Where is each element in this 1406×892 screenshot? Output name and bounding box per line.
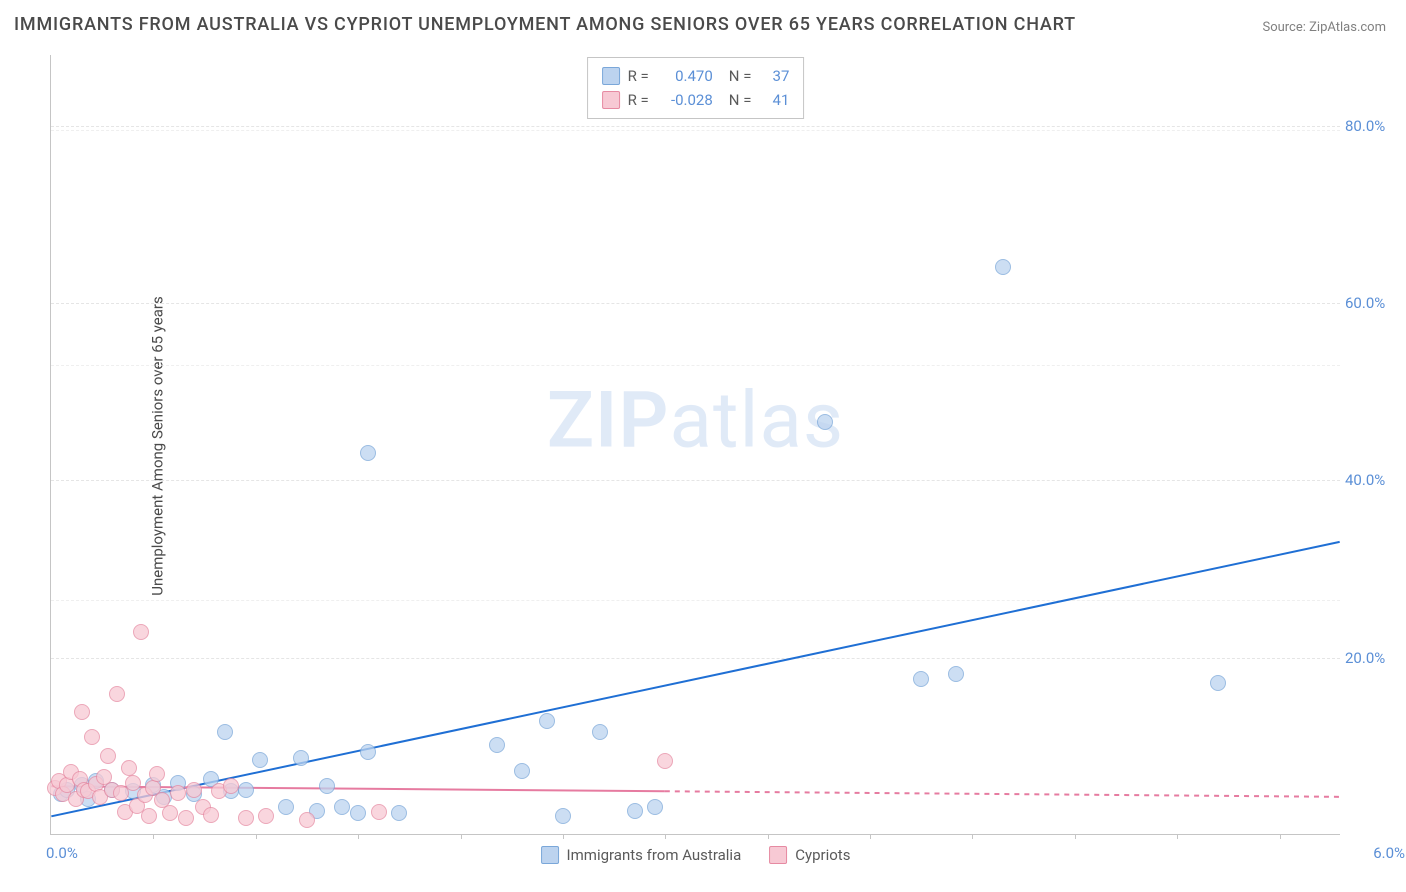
scatter-point-series-0 [391, 805, 407, 821]
trendline-solid-0 [51, 542, 1339, 816]
legend-item-1: Cypriots [769, 846, 850, 864]
gridline-h-minor [51, 365, 1340, 366]
legend-label-0: Immigrants from Australia [567, 846, 742, 864]
scatter-point-series-1 [141, 808, 157, 824]
scatter-point-series-0 [647, 799, 663, 815]
chart-title: IMMIGRANTS FROM AUSTRALIA VS CYPRIOT UNE… [14, 14, 1076, 35]
scatter-point-series-0 [360, 744, 376, 760]
scatter-point-series-1 [238, 810, 254, 826]
source-attribution: Source: ZipAtlas.com [1262, 20, 1386, 35]
scatter-point-series-0 [360, 445, 376, 461]
gridline-h [51, 126, 1340, 127]
correlation-r-label-1: R = [628, 88, 649, 112]
chart-container: IMMIGRANTS FROM AUSTRALIA VS CYPRIOT UNE… [0, 0, 1406, 892]
scatter-point-series-0 [252, 752, 268, 768]
scatter-point-series-1 [178, 810, 194, 826]
scatter-point-series-1 [223, 778, 239, 794]
scatter-point-series-1 [74, 704, 90, 720]
scatter-point-series-1 [186, 782, 202, 798]
x-tick-mark [358, 834, 359, 839]
correlation-swatch-0 [602, 67, 620, 85]
scatter-point-series-0 [217, 724, 233, 740]
scatter-point-series-1 [371, 804, 387, 820]
x-tick-label-min: 0.0% [46, 844, 78, 862]
scatter-point-series-0 [913, 671, 929, 687]
scatter-point-series-1 [170, 785, 186, 801]
correlation-r-label-0: R = [628, 64, 649, 88]
watermark-bold: ZIP [547, 376, 670, 467]
scatter-point-series-1 [125, 775, 141, 791]
gridline-h-minor [51, 600, 1340, 601]
scatter-point-series-0 [592, 724, 608, 740]
x-tick-mark [870, 834, 871, 839]
scatter-point-series-0 [555, 808, 571, 824]
scatter-point-series-1 [100, 748, 116, 764]
scatter-point-series-0 [1210, 675, 1226, 691]
scatter-point-series-1 [299, 812, 315, 828]
x-tick-mark [665, 834, 666, 839]
series-legend: Immigrants from Australia Cypriots [541, 846, 851, 864]
trendlines-svg [51, 55, 1340, 834]
scatter-point-series-0 [319, 778, 335, 794]
legend-swatch-0 [541, 846, 559, 864]
x-tick-mark [153, 834, 154, 839]
y-tick-label: 80.0% [1345, 117, 1400, 135]
scatter-point-series-1 [133, 624, 149, 640]
correlation-row-0: R = 0.470 N = 37 [602, 64, 790, 88]
scatter-point-series-0 [514, 763, 530, 779]
x-tick-label-max: 6.0% [1373, 844, 1405, 862]
legend-item-0: Immigrants from Australia [541, 846, 742, 864]
x-tick-mark [256, 834, 257, 839]
scatter-point-series-0 [627, 803, 643, 819]
legend-swatch-1 [769, 846, 787, 864]
correlation-n-label-0: N = [729, 64, 752, 88]
scatter-point-series-0 [995, 259, 1011, 275]
plot-area: ZIPatlas R = 0.470 N = 37 R = -0.028 N =… [50, 55, 1340, 835]
correlation-n-value-0: 37 [759, 64, 789, 88]
scatter-point-series-1 [121, 760, 137, 776]
scatter-point-series-0 [489, 737, 505, 753]
x-tick-mark [563, 834, 564, 839]
correlation-r-value-0: 0.470 [657, 64, 713, 88]
scatter-point-series-0 [278, 799, 294, 815]
scatter-point-series-1 [109, 686, 125, 702]
x-tick-mark [1280, 834, 1281, 839]
scatter-point-series-1 [657, 753, 673, 769]
scatter-point-series-1 [162, 805, 178, 821]
correlation-r-value-1: -0.028 [657, 88, 713, 112]
x-tick-mark [1075, 834, 1076, 839]
watermark: ZIPatlas [547, 376, 844, 467]
scatter-point-series-0 [293, 750, 309, 766]
x-tick-mark [461, 834, 462, 839]
y-tick-label: 20.0% [1345, 649, 1400, 667]
x-tick-mark [972, 834, 973, 839]
correlation-swatch-1 [602, 91, 620, 109]
gridline-h-minor [51, 130, 1340, 131]
scatter-point-series-1 [203, 807, 219, 823]
scatter-point-series-1 [149, 766, 165, 782]
scatter-point-series-0 [817, 414, 833, 430]
legend-label-1: Cypriots [795, 846, 850, 864]
correlation-n-value-1: 41 [759, 88, 789, 112]
y-tick-label: 60.0% [1345, 294, 1400, 312]
correlation-n-label-1: N = [729, 88, 752, 112]
scatter-point-series-0 [948, 666, 964, 682]
scatter-point-series-0 [334, 799, 350, 815]
scatter-point-series-1 [84, 729, 100, 745]
gridline-h [51, 480, 1340, 481]
x-tick-mark [1177, 834, 1178, 839]
scatter-point-series-1 [258, 808, 274, 824]
scatter-point-series-0 [238, 782, 254, 798]
scatter-point-series-0 [539, 713, 555, 729]
correlation-legend: R = 0.470 N = 37 R = -0.028 N = 41 [587, 57, 805, 119]
y-tick-label: 40.0% [1345, 471, 1400, 489]
scatter-point-series-0 [350, 805, 366, 821]
gridline-h [51, 303, 1340, 304]
trendline-dashed-1 [665, 791, 1340, 797]
x-tick-mark [768, 834, 769, 839]
correlation-row-1: R = -0.028 N = 41 [602, 88, 790, 112]
gridline-h [51, 658, 1340, 659]
